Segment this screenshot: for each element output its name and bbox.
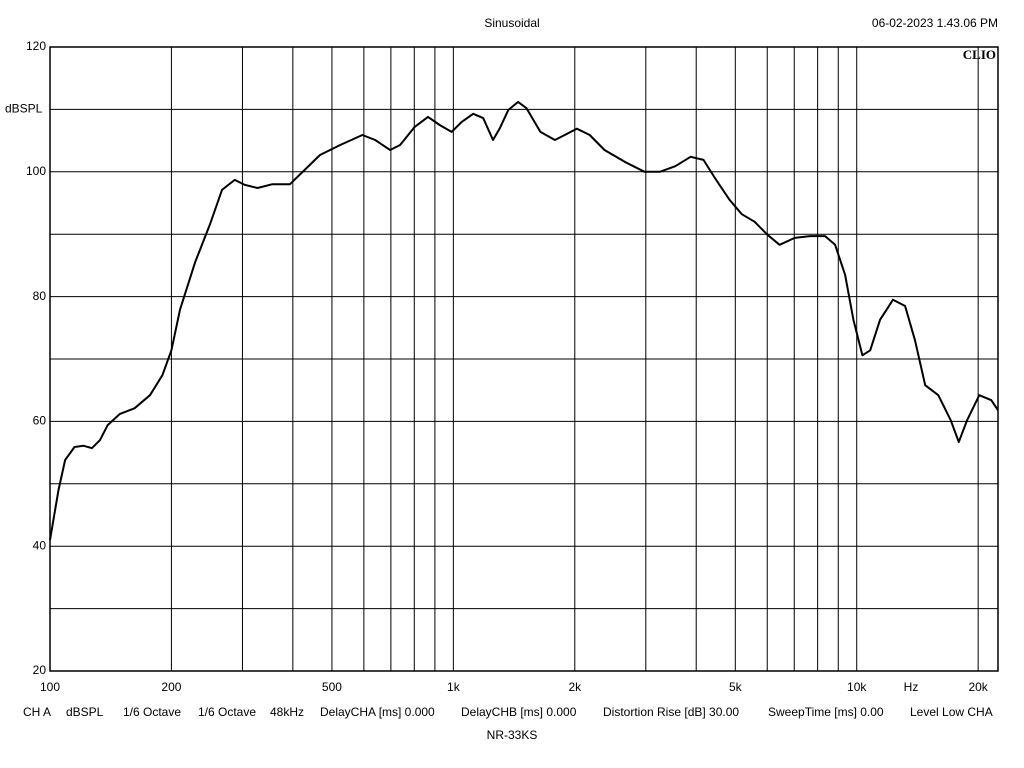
x-tick-label: 5k xyxy=(729,680,743,694)
footer-info: 1/6 Octave xyxy=(123,705,181,719)
y-tick-label: 40 xyxy=(33,538,47,552)
timestamp: 06-02-2023 1.43.06 PM xyxy=(872,16,998,30)
x-tick-label: 200 xyxy=(161,680,181,694)
footer-info: 48kHz xyxy=(270,705,304,719)
x-tick-label: 20k xyxy=(968,680,988,694)
response-curve xyxy=(49,100,999,541)
footer-info: DelayCHB [ms] 0.000 xyxy=(461,705,577,719)
x-tick-label: 1k xyxy=(447,680,461,694)
footer-info: Level Low CHA xyxy=(910,705,993,719)
footer-info: Distortion Rise [dB] 30.00 xyxy=(603,705,739,719)
y-tick-label: 80 xyxy=(33,289,47,303)
caption: NR-33KS xyxy=(487,728,538,742)
x-axis-label: Hz xyxy=(904,680,919,694)
brand: CLIO xyxy=(963,47,996,62)
footer-info: CH A xyxy=(23,705,51,719)
x-tick-label: 100 xyxy=(40,680,60,694)
y-tick-label: 120 xyxy=(26,39,46,53)
y-tick-label: 100 xyxy=(26,164,46,178)
footer-info: SweepTime [ms] 0.00 xyxy=(768,705,884,719)
x-tick-label: 2k xyxy=(568,680,582,694)
x-tick-label: 10k xyxy=(847,680,867,694)
y-tick-label: 60 xyxy=(33,414,47,428)
footer-info: 1/6 Octave xyxy=(198,705,256,719)
y-axis-label: dBSPL xyxy=(5,102,43,116)
footer-info: DelayCHA [ms] 0.000 xyxy=(320,705,435,719)
chart-title: Sinusoidal xyxy=(484,16,539,30)
x-tick-label: 500 xyxy=(322,680,342,694)
footer-info: dBSPL xyxy=(66,705,104,719)
y-tick-label: 20 xyxy=(33,663,47,677)
plot-frame xyxy=(49,46,999,672)
